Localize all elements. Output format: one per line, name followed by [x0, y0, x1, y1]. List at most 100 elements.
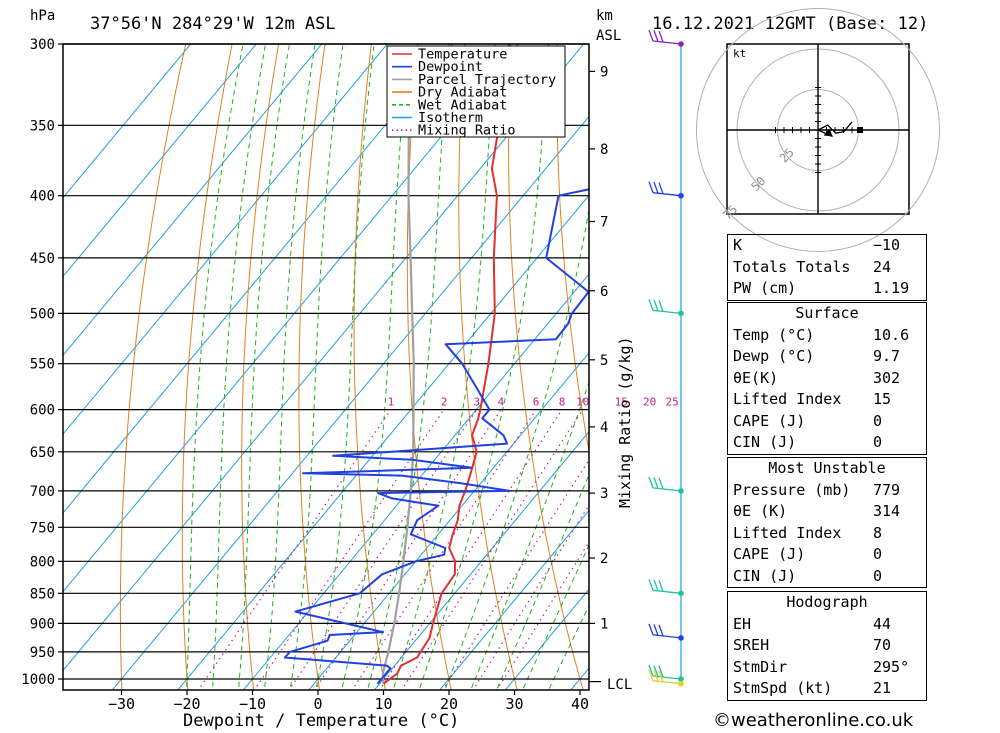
table-row-value: 0 — [873, 545, 883, 563]
dry-adiabat-line — [298, 44, 326, 690]
pressure-tick-label: 950 — [30, 645, 55, 661]
mixing-ratio-line — [401, 409, 584, 690]
table-row-value: 9.7 — [873, 347, 901, 365]
pressure-tick-label: 400 — [30, 189, 55, 205]
table-row-value: 779 — [873, 480, 901, 499]
table-row: PW (cm) 1.19 — [728, 278, 926, 300]
wet-adiabat-line — [470, 380, 589, 690]
wind-barb-flag — [658, 580, 664, 592]
dry-adiabat-line — [353, 44, 386, 690]
table-row: CAPE (J) 0 — [728, 544, 926, 566]
table-row: SREH 70 — [728, 635, 926, 657]
isotherm-line — [63, 44, 323, 357]
wind-barb-flag — [648, 476, 654, 489]
isotherm-line — [63, 44, 192, 199]
dewpoint-line — [283, 188, 589, 685]
table-row: StmSpd (kt) 21 — [728, 678, 926, 700]
km-tick-label: 5 — [600, 353, 608, 369]
wet-adiabat-line — [341, 44, 410, 690]
wind-barb-staff — [652, 634, 682, 639]
mixing-ratio-label: 20 — [643, 396, 656, 409]
pressure-tick-label: 700 — [30, 484, 55, 500]
mixing-ratio-label: 25 — [665, 396, 678, 409]
table-row-label: SREH — [733, 636, 770, 654]
hodograph-trace — [817, 121, 853, 134]
table-row: θE(K) 302 — [728, 368, 926, 390]
pressure-tick-label: 450 — [30, 251, 55, 267]
mixing-ratio-line — [442, 458, 589, 690]
km-tick-label: 2 — [600, 551, 608, 567]
wind-barb-flag — [658, 624, 664, 637]
table-row: Totals Totals 24 — [728, 257, 926, 279]
x-tick-label: −20 — [173, 695, 200, 713]
wind-barb-flag — [658, 182, 664, 194]
table-row-value: 8 — [873, 523, 883, 542]
table-row-label: Lifted Index — [733, 523, 842, 542]
x-tick-label: 20 — [440, 695, 458, 713]
dry-adiabat-line — [241, 44, 280, 690]
wind-barb-flag — [648, 664, 654, 677]
wind-barb-flag — [648, 299, 654, 311]
table-row: Dewp (°C) 9.7 — [728, 346, 926, 368]
x-tick-label: 10 — [374, 695, 392, 713]
wet-adiabat-line — [186, 44, 244, 690]
asl-label: ASL — [596, 28, 621, 44]
wind-barb-flag — [653, 624, 659, 636]
table-row-label: θE (K) — [733, 502, 788, 520]
wind-barb-flag — [653, 181, 659, 194]
table-row-value: 70 — [873, 636, 892, 654]
table-row: CIN (J) 0 — [728, 432, 926, 454]
wind-barb-flag — [658, 300, 664, 312]
location-title: 37°56'N 284°29'W 12m ASL — [90, 14, 336, 34]
wind-barb-flag — [648, 181, 654, 193]
wind-barb-flag — [653, 30, 659, 42]
wet-adiabat-line — [263, 44, 316, 690]
wind-barb-flag — [658, 665, 664, 678]
table-row-label: CIN (J) — [733, 566, 797, 585]
table-row-label: CAPE (J) — [733, 545, 806, 563]
legend-box — [386, 45, 566, 138]
most-unstable-table: Most Unstable Pressure (mb) 779 θE (K) 314 Li… — [727, 457, 927, 588]
wet-adiabat-line — [521, 543, 589, 690]
wind-barb-flag — [653, 665, 659, 677]
table-row-value: 10.6 — [873, 325, 910, 344]
dry-adiabat-line — [922, 8, 1000, 705]
wind-barb-flag — [653, 669, 659, 682]
table-row: CIN (J) 0 — [728, 566, 926, 588]
pressure-tick-label: 800 — [30, 554, 55, 570]
lcl-label: LCL — [607, 677, 632, 693]
wind-barb-flag — [648, 579, 654, 591]
wind-level-dot — [678, 310, 684, 317]
table-row-value: 0 — [873, 566, 883, 585]
wet-adiabat-line — [366, 44, 450, 690]
mixing-ratio-label: 4 — [498, 396, 505, 409]
legend-entry: Wet Adiabat — [418, 97, 507, 113]
isotherm-line — [373, 430, 589, 690]
wet-adiabat-line — [289, 44, 344, 690]
isotherm-line — [63, 44, 454, 514]
wet-adiabat-line — [315, 44, 375, 690]
legend-entry: Mixing Ratio — [418, 123, 516, 139]
hpa-label: hPa — [30, 8, 55, 24]
dry-adiabat-line — [556, 44, 589, 454]
wind-barb-staff — [652, 589, 682, 594]
table-row-label: PW (cm) — [733, 279, 797, 297]
legend-entry: Temperature — [418, 47, 507, 63]
km-tick-label: 3 — [600, 486, 608, 502]
x-tick-label: 40 — [571, 695, 589, 713]
table-row-value: −10 — [873, 236, 901, 254]
wind-level-dot — [678, 488, 684, 494]
hodograph-table: Hodograph EH 44 SREH 70 StmDir 295° StmSpd (kt)… — [727, 591, 927, 701]
table-row: StmDir 295° — [728, 657, 926, 679]
table-row: CAPE (J) 0 — [728, 411, 926, 433]
table-row: Lifted Index 15 — [728, 389, 926, 411]
temperature-line — [382, 44, 511, 685]
table-row-value: 0 — [873, 411, 883, 430]
date-title: 16.12.2021 12GMT (Base: 12) — [652, 14, 928, 34]
km-tick-label: 8 — [600, 142, 608, 158]
storm-motion-arrowhead — [823, 128, 833, 137]
mixing-ratio-label: 2 — [441, 396, 448, 409]
